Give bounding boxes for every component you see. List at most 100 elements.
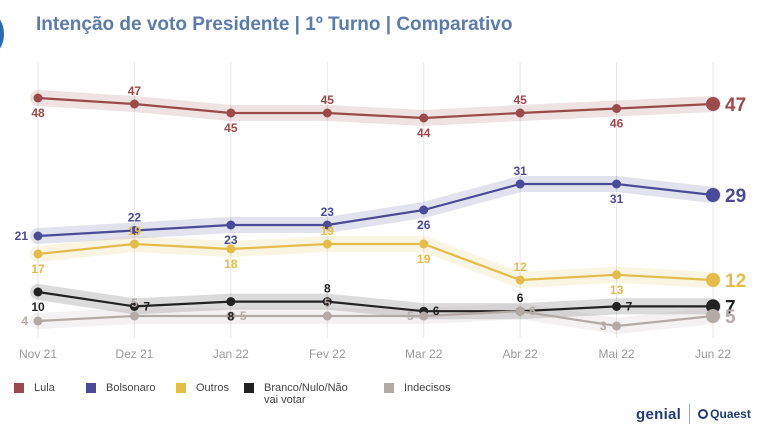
line-layer <box>37 96 714 328</box>
series-line <box>37 96 714 120</box>
data-point <box>129 226 139 235</box>
legend-swatch <box>176 383 186 393</box>
data-point <box>515 306 525 316</box>
data-label: 45 <box>513 93 527 107</box>
x-tick-label: Dez 21 <box>115 347 153 361</box>
data-label: 8 <box>324 282 331 296</box>
quaest-mark-icon <box>698 409 709 419</box>
data-point <box>612 179 622 189</box>
data-point <box>419 205 429 215</box>
data-point <box>129 99 139 109</box>
data-label: 48 <box>31 106 45 120</box>
data-point <box>322 297 332 307</box>
data-point <box>226 220 236 230</box>
data-label: 22 <box>128 211 142 225</box>
legend-label: Branco/Nulo/Não vai votar <box>264 382 348 406</box>
data-label: 21 <box>15 229 29 243</box>
x-axis-ticks: Nov 21 Dez 21 Jan 22 Fev 22 Mar 22 Abr 22 Mai … <box>19 347 731 361</box>
data-label: 44 <box>417 126 431 140</box>
logos: genial Quaest <box>636 404 751 424</box>
legend-item: Branco/Nulo/Não vai votar <box>244 382 384 406</box>
data-label: 5 <box>725 307 736 328</box>
x-tick-label: Mar 22 <box>405 347 443 361</box>
data-point <box>322 220 332 230</box>
data-point <box>419 311 429 321</box>
data-label: 19 <box>128 224 142 238</box>
data-point <box>33 249 43 259</box>
legend-label: Indecisos <box>404 382 451 394</box>
x-tick-label: Nov 21 <box>19 347 57 361</box>
data-label: 46 <box>610 117 624 131</box>
data-label: 18 <box>224 257 238 271</box>
data-point <box>129 311 139 321</box>
data-label: 19 <box>321 224 335 238</box>
data-label: 12 <box>725 271 746 292</box>
legend-swatch <box>14 383 24 393</box>
series-line <box>37 310 714 328</box>
series-line <box>37 182 714 238</box>
data-label: 5 <box>131 296 138 310</box>
legend-item: Lula <box>14 382 86 394</box>
data-label: 7 <box>725 297 736 318</box>
data-point <box>33 93 43 103</box>
data-point <box>226 297 236 307</box>
data-label: 6 <box>529 304 536 318</box>
legend-label: Lula <box>34 382 55 394</box>
data-point <box>706 188 720 202</box>
data-label: 19 <box>417 252 431 266</box>
data-point <box>33 316 43 326</box>
accent-arc-decoration <box>0 14 4 54</box>
data-point <box>322 108 332 118</box>
data-label: 7 <box>143 299 150 313</box>
data-point <box>706 299 720 314</box>
legend-item: Bolsonaro <box>86 382 176 394</box>
data-point <box>612 104 622 113</box>
data-label: 10 <box>31 300 45 314</box>
data-label: 3 <box>600 319 607 333</box>
data-point <box>612 270 622 280</box>
series-line <box>37 242 714 282</box>
data-point <box>322 311 332 321</box>
chart-title: Intenção de voto Presidente | 1º Turno |… <box>36 14 513 35</box>
data-label: 12 <box>513 260 527 274</box>
data-label: 26 <box>417 218 431 232</box>
point-layer <box>33 93 720 331</box>
legend-label: Outros <box>196 382 230 394</box>
data-label: 17 <box>31 262 45 276</box>
data-point <box>612 321 622 331</box>
data-point <box>33 287 43 297</box>
data-label: 6 <box>433 304 440 318</box>
data-point <box>226 311 236 321</box>
data-label: 6 <box>517 291 524 305</box>
data-label: 5 <box>324 296 331 310</box>
data-label: 45 <box>321 93 335 107</box>
logo-divider <box>689 404 691 424</box>
x-tick-label: Jan 22 <box>213 347 249 361</box>
data-label: 5 <box>240 309 247 323</box>
quaest-logo: Quaest <box>698 407 751 421</box>
data-point <box>706 97 720 111</box>
data-label: 23 <box>321 205 335 219</box>
data-label: 4 <box>21 314 28 328</box>
legend-swatch <box>86 383 96 393</box>
data-label: 29 <box>725 186 746 207</box>
data-point <box>226 108 236 118</box>
series-line <box>37 290 713 313</box>
data-point <box>129 239 139 249</box>
genial-logo: genial <box>636 405 682 423</box>
data-point <box>33 231 43 241</box>
data-label: 8 <box>228 310 235 324</box>
data-label: 23 <box>224 233 238 247</box>
legend-label: Bolsonaro <box>106 382 156 394</box>
data-label: 13 <box>610 283 624 297</box>
legend-item: Outros <box>176 382 244 394</box>
data-point <box>706 273 720 287</box>
legend-item: Indecisos <box>384 382 484 394</box>
data-point <box>129 301 139 311</box>
data-label: 7 <box>626 299 633 313</box>
quaest-logo-text: Quaest <box>710 407 751 421</box>
data-label: 5 <box>407 309 414 323</box>
data-label: 45 <box>224 121 238 135</box>
